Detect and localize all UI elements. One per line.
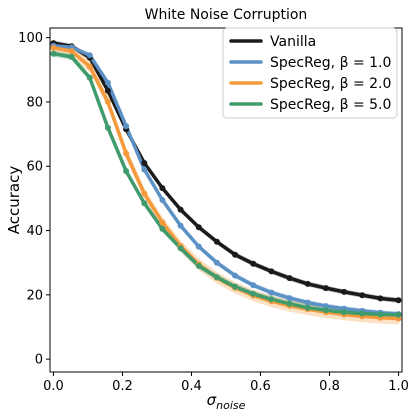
point-series-1-8: [195, 243, 202, 250]
point-series-1-2: [86, 52, 93, 59]
point-series-0-10: [232, 251, 239, 258]
x-tick-label: 0.0: [43, 379, 64, 394]
point-series-0-9: [213, 238, 220, 245]
point-series-1-5: [141, 166, 148, 173]
point-series-1-15: [322, 303, 329, 310]
point-series-3-9: [213, 274, 220, 281]
legend-label-0: Vanilla: [270, 34, 316, 50]
x-tick-label: 0.6: [250, 379, 271, 394]
point-series-0-17: [359, 292, 366, 299]
point-series-0-16: [341, 288, 348, 295]
point-series-0-5: [141, 160, 148, 166]
x-tick-label: 0.4: [181, 379, 202, 394]
band-series-0: [53, 40, 399, 303]
point-series-1-10: [232, 272, 239, 279]
point-series-1-7: [177, 222, 184, 229]
point-series-0-11: [250, 260, 257, 267]
point-series-0-18: [377, 295, 384, 302]
y-tick-label: 0: [35, 353, 43, 368]
point-series-3-1: [68, 53, 75, 60]
y-tick-label: 100: [18, 31, 43, 46]
y-tick-label: 80: [26, 95, 43, 110]
x-axis-ticks: 0.0 0.2 0.4 0.6 0.8 1.0: [43, 372, 409, 394]
y-tick-label: 40: [26, 224, 43, 239]
point-series-3-10: [232, 283, 239, 290]
point-series-1-13: [286, 295, 293, 302]
point-series-3-17: [359, 310, 366, 317]
y-tick-label: 60: [26, 160, 43, 175]
point-series-0-14: [304, 280, 311, 287]
x-tick-label: 0.8: [319, 379, 340, 394]
x-axis-title-subscript: noise: [216, 399, 245, 412]
band-series-2: [53, 42, 399, 325]
series-lines: [51, 41, 401, 321]
point-series-3-3: [104, 124, 111, 131]
point-series-2-4: [123, 150, 130, 157]
point-series-3-6: [159, 225, 166, 232]
point-series-3-12: [268, 296, 275, 303]
line-series-0: [51, 41, 401, 303]
point-series-1-3: [104, 79, 111, 86]
x-axis-title: σnoise: [207, 391, 246, 412]
line-series-3: [51, 51, 401, 317]
point-series-3-5: [141, 200, 148, 207]
point-series-1-12: [268, 289, 275, 296]
x-tick-label: 0.2: [112, 379, 133, 394]
chart-title: White Noise Corruption: [145, 7, 308, 23]
legend-label-1: SpecReg, β = 1.0: [270, 55, 391, 71]
point-series-0-19: [395, 297, 402, 304]
point-series-2-5: [141, 190, 148, 197]
point-series-2-0: [50, 44, 57, 51]
point-series-1-6: [159, 197, 166, 203]
point-series-3-14: [304, 304, 311, 311]
point-series-3-2: [86, 74, 93, 81]
x-tick-label: 1.0: [388, 379, 409, 394]
point-series-3-8: [195, 262, 202, 269]
point-series-2-2: [86, 63, 93, 70]
point-series-3-19: [395, 311, 402, 318]
point-series-0-6: [159, 185, 166, 192]
y-axis-ticks: 0 20 40 60 80 100: [18, 31, 50, 368]
point-series-0-8: [195, 224, 202, 231]
point-series-3-4: [123, 168, 130, 175]
legend: Vanilla SpecReg, β = 1.0 SpecReg, β = 2.0 S…: [222, 27, 398, 119]
point-series-3-7: [177, 245, 184, 252]
point-series-2-6: [159, 219, 166, 226]
y-tick-label: 20: [26, 288, 43, 303]
legend-label-3: SpecReg, β = 5.0: [270, 97, 391, 113]
point-series-0-13: [286, 275, 293, 282]
point-series-3-15: [322, 307, 329, 314]
point-series-3-16: [341, 309, 348, 316]
legend-box: [222, 27, 398, 119]
series-markers: [50, 40, 402, 322]
point-series-1-11: [250, 282, 257, 289]
point-series-3-0: [50, 50, 57, 57]
point-series-3-18: [377, 311, 384, 318]
point-series-1-4: [123, 123, 130, 130]
point-series-0-3: [104, 87, 111, 94]
point-series-2-3: [104, 98, 111, 105]
point-series-0-12: [268, 268, 275, 275]
line-series-1: [51, 43, 401, 316]
legend-label-2: SpecReg, β = 2.0: [270, 76, 391, 92]
point-series-3-13: [286, 300, 293, 307]
point-series-3-11: [250, 290, 257, 297]
point-series-1-14: [304, 299, 311, 306]
point-series-0-7: [177, 206, 184, 213]
y-axis-title: Accuracy: [5, 166, 23, 235]
point-series-1-9: [213, 259, 220, 266]
point-series-2-1: [68, 48, 75, 55]
point-series-0-15: [322, 285, 329, 292]
x-axis-title-symbol: σ: [207, 391, 217, 409]
